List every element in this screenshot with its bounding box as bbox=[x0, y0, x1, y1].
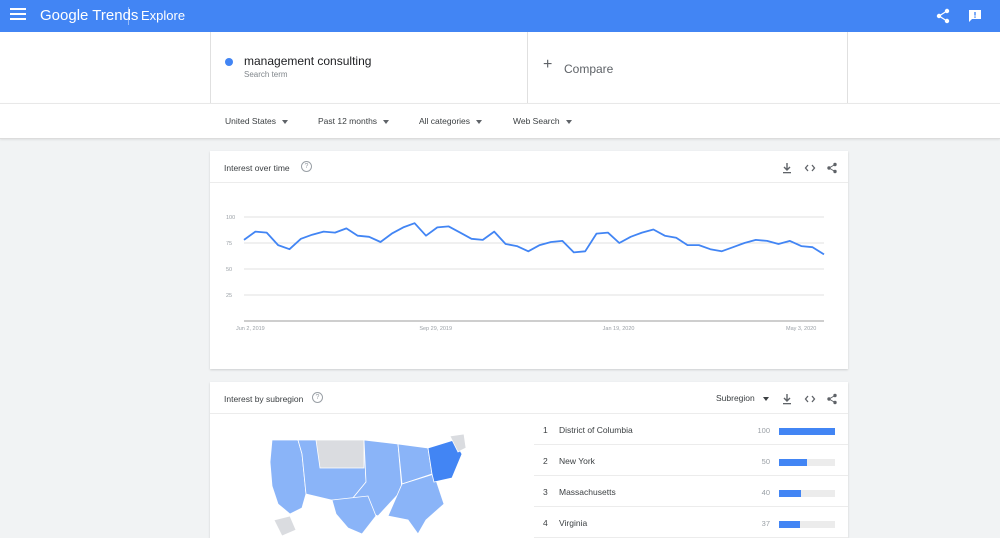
search-type-filter[interactable]: Web Search bbox=[513, 116, 572, 126]
help-icon[interactable]: ? bbox=[301, 161, 312, 172]
interest-value: 40 bbox=[761, 488, 770, 497]
interest-by-subregion-card: Interest by subregion ? Subregion 1 Distr… bbox=[210, 382, 848, 538]
region-filter[interactable]: United States bbox=[225, 116, 289, 126]
menu-icon[interactable] bbox=[10, 8, 26, 22]
subregion-ranking-list: 1 District of Columbia 100 2 New York 50 3 Mass… bbox=[534, 414, 848, 538]
card-title: Interest by subregion bbox=[224, 394, 304, 404]
term-color-dot bbox=[225, 58, 233, 66]
share-icon[interactable] bbox=[826, 161, 838, 174]
share-icon[interactable] bbox=[826, 392, 838, 405]
x-tick-label: Sep 29, 2019 bbox=[419, 326, 452, 332]
search-term-band bbox=[0, 32, 1000, 103]
dropdown-arrow-icon bbox=[762, 396, 769, 401]
card-header: Interest by subregion ? Subregion bbox=[210, 382, 848, 414]
ranking-row[interactable]: 1 District of Columbia 100 bbox=[534, 414, 848, 445]
category-filter-label: All categories bbox=[419, 116, 471, 126]
interest-bar-track bbox=[779, 459, 835, 466]
rank-number: 2 bbox=[543, 456, 548, 466]
x-tick-label: Jan 19, 2020 bbox=[603, 326, 635, 332]
interest-bar-fill bbox=[779, 428, 835, 435]
search-term-type: Search term bbox=[244, 70, 288, 79]
card-header: Interest over time ? bbox=[210, 151, 848, 183]
map-region-new-england bbox=[449, 434, 467, 453]
subregion-select[interactable]: Subregion bbox=[716, 393, 769, 403]
search-type-filter-label: Web Search bbox=[513, 116, 560, 126]
filter-bar: United States Past 12 months All categor… bbox=[0, 103, 1000, 139]
interest-bar-track bbox=[779, 521, 835, 528]
subregion-name[interactable]: New York bbox=[559, 456, 595, 466]
header-divider bbox=[128, 7, 129, 25]
download-icon[interactable] bbox=[781, 392, 793, 405]
embed-code-icon[interactable] bbox=[804, 392, 816, 404]
compare-button[interactable]: + Compare bbox=[528, 32, 848, 103]
interest-bar-fill bbox=[779, 521, 800, 528]
interest-value: 37 bbox=[761, 519, 770, 528]
series-line[interactable] bbox=[243, 222, 825, 256]
rank-number: 1 bbox=[543, 425, 548, 435]
chevron-down-icon bbox=[383, 119, 390, 124]
subregion-name[interactable]: District of Columbia bbox=[559, 425, 633, 435]
map-region-plains-north bbox=[315, 439, 365, 469]
map-region-alaska bbox=[273, 515, 297, 537]
region-filter-label: United States bbox=[225, 116, 277, 126]
search-term-name[interactable]: management consulting bbox=[244, 54, 372, 68]
y-tick-label: 100 bbox=[226, 215, 235, 221]
y-tick-label: 25 bbox=[226, 293, 232, 299]
top-app-bar: Google Trends Explore bbox=[0, 0, 1000, 32]
y-tick-label: 50 bbox=[226, 267, 232, 273]
download-icon[interactable] bbox=[781, 161, 793, 174]
interest-line-chart: 100 75 50 25 Jun 2, 2019 Sep 29, 2019 Jan 19, … bbox=[226, 215, 825, 332]
subregion-name[interactable]: Virginia bbox=[559, 518, 588, 528]
embed-code-icon[interactable] bbox=[804, 161, 816, 173]
subregion-name[interactable]: Massachusetts bbox=[559, 487, 616, 497]
chevron-down-icon bbox=[565, 119, 572, 124]
ranking-row[interactable]: 2 New York 50 bbox=[534, 445, 848, 476]
page-title: Explore bbox=[141, 8, 186, 23]
search-term-card[interactable]: management consulting Search term bbox=[210, 32, 528, 103]
interest-bar-track bbox=[779, 428, 835, 435]
category-filter[interactable]: All categories bbox=[419, 116, 483, 126]
interest-value: 100 bbox=[757, 426, 770, 435]
card-title: Interest over time bbox=[224, 163, 290, 173]
map-region-texas bbox=[331, 495, 377, 535]
map-region-west bbox=[269, 439, 307, 515]
interest-bar-track bbox=[779, 490, 835, 497]
x-tick-label: May 3, 2020 bbox=[786, 326, 816, 332]
subregion-select-label: Subregion bbox=[716, 393, 755, 403]
interest-over-time-card: Interest over time ? 100 75 50 25 Jun 2, 201… bbox=[210, 151, 848, 369]
x-tick-label: Jun 2, 2019 bbox=[236, 326, 265, 332]
compare-label: Compare bbox=[564, 62, 614, 76]
y-tick-label: 75 bbox=[226, 241, 232, 247]
interest-bar-fill bbox=[779, 459, 807, 466]
help-icon[interactable]: ? bbox=[312, 392, 323, 403]
feedback-icon[interactable] bbox=[967, 8, 983, 24]
chevron-down-icon bbox=[476, 119, 483, 124]
interest-bar-fill bbox=[779, 490, 802, 497]
us-choropleth-map[interactable] bbox=[268, 434, 468, 538]
plus-icon: + bbox=[543, 56, 553, 73]
period-filter[interactable]: Past 12 months bbox=[318, 116, 390, 126]
period-filter-label: Past 12 months bbox=[318, 116, 378, 126]
share-icon[interactable] bbox=[935, 8, 951, 24]
interest-value: 50 bbox=[761, 457, 770, 466]
ranking-row[interactable]: 3 Massachusetts 40 bbox=[534, 476, 848, 507]
google-trends-logo[interactable]: Google Trends bbox=[40, 7, 139, 24]
ranking-row[interactable]: 4 Virginia 37 bbox=[534, 507, 848, 538]
rank-number: 4 bbox=[543, 518, 548, 528]
chevron-down-icon bbox=[282, 119, 289, 124]
rank-number: 3 bbox=[543, 487, 548, 497]
